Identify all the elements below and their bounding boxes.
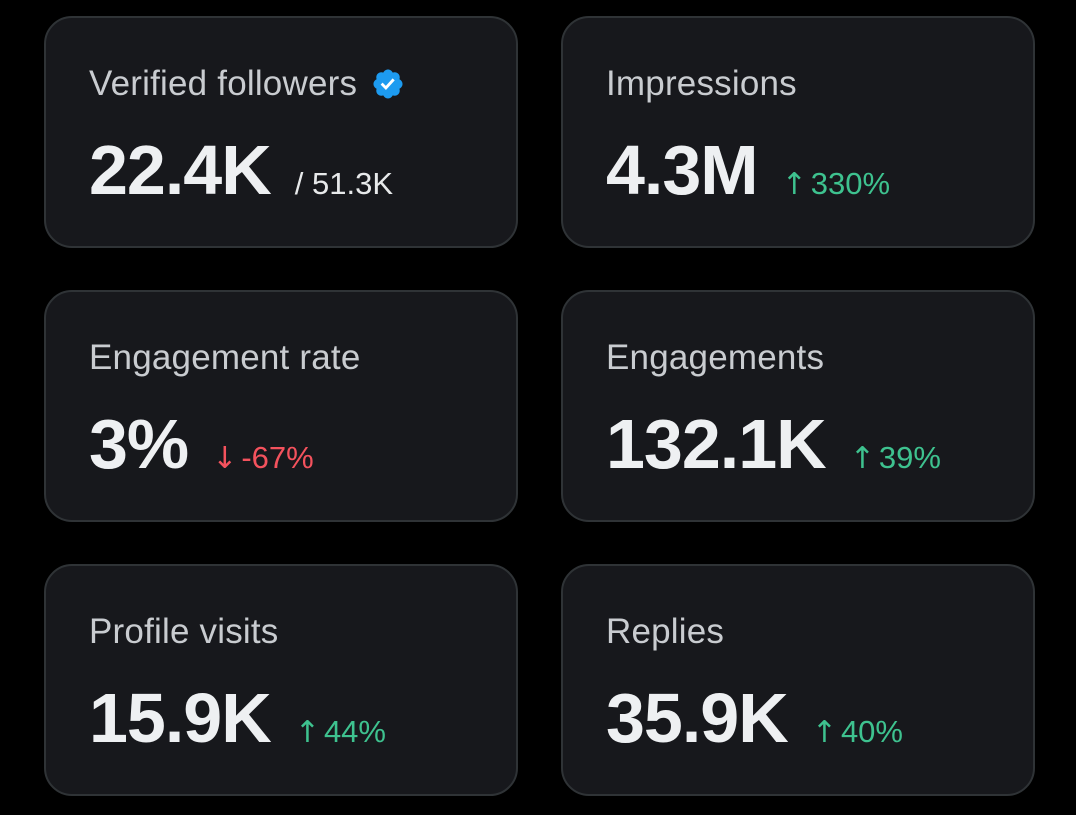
metric-value-row: 15.9K ↑ 44% [89,678,386,758]
metric-card-engagement-rate[interactable]: Engagement rate 3% ↓ -67% [44,290,518,522]
arrow-up-icon: ↑ [781,167,807,202]
metric-label: Profile visits [89,612,279,651]
metric-label: Impressions [606,64,797,103]
arrow-down-icon: ↓ [212,441,238,476]
metric-label-row: Profile visits [89,610,279,654]
metric-change-text: 40% [840,714,903,749]
metric-change-text: 39% [878,440,941,475]
metric-label-row: Verified followers [89,62,405,106]
metric-change-text: 44% [323,714,386,749]
metric-change: ↑ 40% [812,692,903,773]
metric-card-engagements[interactable]: Engagements 132.1K ↑ 39% [561,290,1035,522]
metric-value: 3% [89,405,189,483]
arrow-up-icon: ↑ [849,441,875,476]
metric-value-row: 4.3M ↑ 330% [606,130,890,210]
metric-value-row: 3% ↓ -67% [89,404,314,484]
metric-value-row: 132.1K ↑ 39% [606,404,941,484]
metric-change-text: 330% [810,166,891,201]
metric-card-verified-followers[interactable]: Verified followers 22.4K / 51.3K [44,16,518,248]
metric-label-row: Engagement rate [89,336,361,380]
metric-label: Engagement rate [89,338,361,377]
arrow-up-icon: ↑ [294,715,320,750]
metric-change: ↑ 39% [850,418,941,499]
metric-label-row: Replies [606,610,724,654]
metric-value-row: 35.9K ↑ 40% [606,678,903,758]
metric-label-row: Impressions [606,62,797,106]
metric-label: Verified followers [89,64,358,103]
metric-value: 4.3M [606,131,759,209]
metric-value: 35.9K [606,679,789,757]
metric-label-row: Engagements [606,336,824,380]
metric-value: 132.1K [606,405,827,483]
metric-card-profile-visits[interactable]: Profile visits 15.9K ↑ 44% [44,564,518,796]
metric-label: Replies [606,612,725,651]
metric-change: ↑ 330% [782,144,890,225]
metric-change: ↑ 44% [295,692,386,773]
metric-change-text: -67% [241,440,314,475]
metric-total: / 51.3K [294,166,394,201]
arrow-up-icon: ↑ [811,715,837,750]
metric-card-impressions[interactable]: Impressions 4.3M ↑ 330% [561,16,1035,248]
metric-value: 15.9K [89,679,272,757]
metric-change: ↓ -67% [212,418,314,499]
metric-card-replies[interactable]: Replies 35.9K ↑ 40% [561,564,1035,796]
verified-badge-icon [371,67,405,101]
metric-label: Engagements [606,338,825,377]
metric-value: 22.4K [89,131,272,209]
metric-value-row: 22.4K / 51.3K [89,130,393,210]
